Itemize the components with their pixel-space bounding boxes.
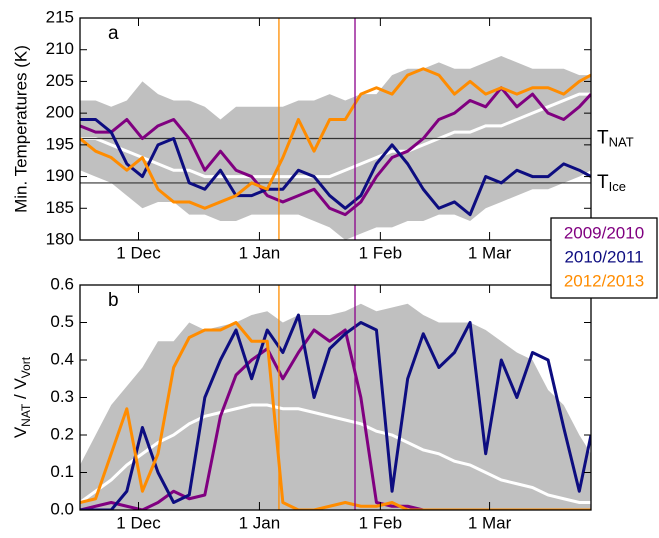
y-axis-label: Min. Temperatures (K) — [11, 45, 30, 213]
legend-entry: 2010/2011 — [564, 247, 643, 266]
threshold-subscript: NAT — [609, 135, 634, 150]
x-tick-label: 1 Mar — [468, 513, 512, 532]
panel-label: a — [108, 23, 119, 44]
y-axis-label: VNAT / VVort — [11, 356, 33, 438]
y-tick-label: 0.0 — [50, 499, 74, 518]
panel-label: b — [108, 290, 119, 311]
plot-area — [80, 18, 591, 240]
y-tick-label: 0.1 — [50, 462, 74, 481]
legend-box — [550, 217, 658, 299]
mean-line — [80, 92, 591, 179]
y-label-part: / V — [11, 378, 30, 404]
series-line — [80, 328, 591, 510]
threshold-subscript: Ice — [609, 179, 626, 194]
y-tick-label: 0.6 — [50, 274, 74, 293]
series-line — [80, 313, 591, 510]
y-tick-label: 190 — [46, 166, 74, 185]
y-label-part: V — [11, 426, 30, 438]
x-tick-label: 1 Dec — [116, 513, 161, 532]
y-tick-label: 0.4 — [50, 349, 74, 368]
legend-entry: 2012/2013 — [564, 271, 644, 290]
y-tick-label: 185 — [46, 198, 74, 217]
y-tick-label: 210 — [46, 39, 74, 58]
mean-line — [80, 403, 591, 504]
axes-frame — [79, 17, 592, 241]
range-band — [80, 56, 591, 240]
x-tick-label: 1 Mar — [468, 243, 512, 262]
x-tick-label: 1 Feb — [359, 513, 402, 532]
series-line — [80, 67, 591, 210]
x-tick-label: 1 Jan — [239, 513, 281, 532]
threshold-symbol: T — [597, 128, 609, 149]
series-line — [80, 321, 591, 510]
x-tick-label: 1 Feb — [359, 243, 402, 262]
x-tick-label: 1 Dec — [116, 243, 161, 262]
plot-area — [80, 285, 591, 510]
threshold-label: TIce — [597, 172, 626, 194]
y-tick-label: 215 — [46, 7, 74, 26]
y-tick-label: 0.2 — [50, 424, 74, 443]
y-tick-label: 0.3 — [50, 387, 74, 406]
y-tick-label: 200 — [46, 103, 74, 122]
y-tick-label: 0.5 — [50, 312, 74, 331]
threshold-label: TNAT — [597, 128, 634, 150]
threshold-symbol: T — [597, 172, 609, 193]
y-label-sub: Vort — [19, 356, 33, 378]
y-label-sub: NAT — [19, 403, 33, 427]
range-band — [80, 303, 591, 510]
legend-entry: 2009/2010 — [564, 223, 644, 242]
y-tick-label: 205 — [46, 71, 74, 90]
series-line — [80, 117, 591, 217]
y-tick-label: 180 — [46, 229, 74, 248]
series-line — [80, 86, 591, 217]
x-tick-label: 1 Jan — [239, 243, 281, 262]
y-tick-label: 195 — [46, 134, 74, 153]
